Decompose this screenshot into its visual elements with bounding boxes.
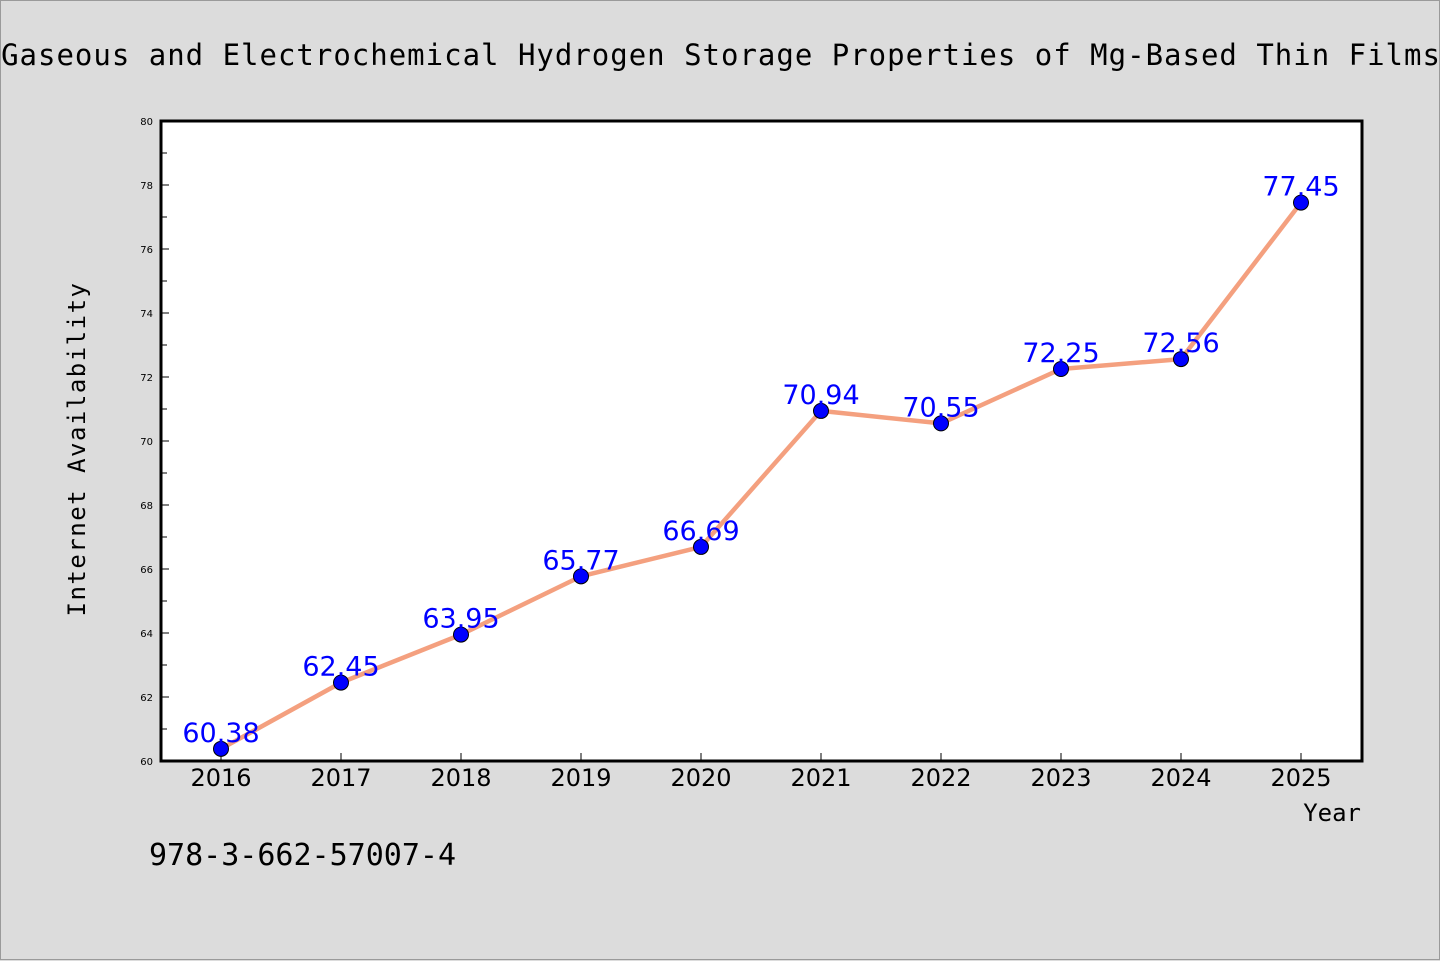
series-line — [219, 201, 1303, 751]
x-tick-label: 2025 — [1270, 764, 1331, 792]
data-label: 60.38 — [182, 718, 259, 749]
data-label: 65.77 — [542, 545, 619, 576]
y-tick-label: 80 — [140, 117, 153, 128]
y-tick-label: 66 — [140, 565, 153, 576]
x-tick-label: 2022 — [910, 764, 971, 792]
data-point — [573, 568, 589, 585]
y-tick-label: 70 — [140, 437, 153, 448]
x-tick-label: 2020 — [670, 764, 731, 792]
x-tick-label: 2017 — [310, 764, 371, 792]
data-point — [1053, 361, 1069, 377]
data-point — [933, 415, 949, 432]
y-axis: 60 62 64 66 68 70 72 74 76 78 80 — [140, 117, 169, 768]
y-tick-label: 64 — [140, 629, 153, 640]
y-tick-label: 74 — [140, 309, 153, 320]
y-tick-label: 72 — [140, 373, 153, 384]
x-tick-label: 2023 — [1030, 764, 1091, 792]
data-label: 66.69 — [662, 516, 739, 547]
data-label: 72.25 — [1022, 338, 1099, 369]
data-point — [693, 538, 709, 555]
y-axis-label: Internet Availability — [63, 282, 91, 617]
data-label: 70.94 — [782, 380, 859, 411]
data-label: 70.55 — [902, 392, 979, 423]
x-tick-label: 2018 — [430, 764, 491, 792]
chart-title: Gaseous and Electrochemical Hydrogen Sto… — [1, 38, 1440, 72]
footnote: 978-3-662-57007-4 — [149, 838, 456, 873]
y-tick-label: 78 — [140, 181, 153, 192]
data-labels: 60.38 62.45 63.95 65.77 66.69 70.94 70.55 72.25… — [182, 172, 1339, 749]
y-tick-label: 68 — [140, 501, 153, 512]
y-tick-label: 62 — [140, 693, 153, 704]
data-point — [333, 674, 349, 691]
x-axis-label: Year — [1303, 799, 1361, 827]
data-label: 77.45 — [1262, 172, 1339, 203]
x-tick-label: 2019 — [550, 764, 611, 792]
data-label: 63.95 — [422, 604, 499, 635]
data-point — [213, 740, 229, 757]
x-tick-label: 2024 — [1150, 764, 1211, 792]
data-markers — [213, 194, 1309, 757]
y-tick-label: 76 — [140, 245, 153, 256]
data-label: 62.45 — [302, 652, 379, 683]
x-axis: 2016 2017 2018 2019 2020 2021 2022 2023 2024 2025 — [190, 753, 1332, 792]
data-label: 72.56 — [1142, 328, 1219, 359]
data-point — [813, 402, 829, 419]
x-tick-label: 2016 — [190, 764, 251, 792]
y-tick-label: 60 — [140, 757, 153, 768]
data-point — [1173, 351, 1189, 368]
data-point — [1293, 194, 1309, 211]
plot-area — [159, 119, 1364, 763]
data-point — [453, 626, 469, 643]
x-tick-label: 2021 — [790, 764, 851, 792]
